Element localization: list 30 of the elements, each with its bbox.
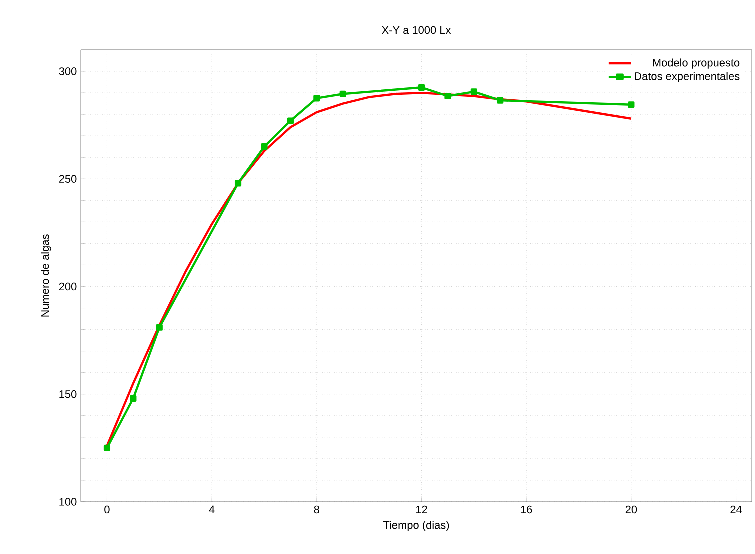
x-tick-label: 16 [521,506,532,514]
point [314,95,320,102]
y-tick-label: 150 [60,390,77,398]
y-tick-label: 200 [59,282,77,291]
point [340,90,346,98]
y-tick-label: 300 [59,68,77,76]
point [261,144,268,150]
point [156,324,163,331]
x-axis-title: Tiempo (dias) [383,521,450,532]
point [418,84,426,91]
point [104,444,111,452]
point [444,92,452,100]
point [470,88,478,96]
x-tick-label: 0 [104,506,110,514]
y-axis-title: Numero de algas [41,234,52,317]
point [497,97,504,104]
x-tick-label: 8 [314,506,320,514]
x-tick-label: 12 [416,506,428,514]
legend-label: Datos experimentales [635,72,740,82]
point [628,102,635,108]
point [287,118,294,124]
y-tick-label: 250 [59,175,77,184]
y-tick-label: 100 [60,498,77,506]
legend-label: Modelo propuesto [653,58,740,69]
point [130,395,137,402]
chart-title: X-Y a 1000 Lx [382,26,452,34]
point [234,180,242,187]
x-tick-label: 24 [730,506,742,514]
x-tick-label: 20 [626,506,638,514]
x-tick-label: 4 [209,506,215,514]
